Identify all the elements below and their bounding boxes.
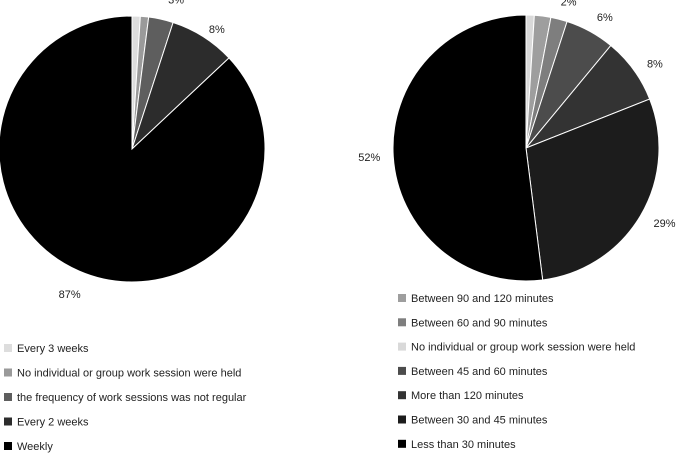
pie-chart-frequency: 1%1%3%8%87%: [0, 0, 266, 301]
data-label-between-45-and-60-minutes: 6%: [597, 12, 613, 24]
legend-item-no-individual-or-group-work-session-were-held: No individual or group work session were…: [398, 342, 635, 354]
legend-label: Between 45 and 60 minutes: [411, 366, 548, 378]
legend-label: Every 2 weeks: [17, 417, 89, 429]
data-label-more-than-120-minutes: 8%: [647, 59, 663, 71]
data-label-between-30-and-45-minutes: 29%: [653, 218, 675, 230]
pie-slice-weekly: [0, 15, 266, 283]
data-label-every-2-weeks: 8%: [209, 24, 225, 36]
legend-swatch: [398, 415, 406, 424]
legend-item-between-90-and-120-minutes: Between 90 and 120 minutes: [398, 293, 554, 305]
legend-item-the-frequency-of-work-sessions-was-not-regular: the frequency of work sessions was not r…: [4, 392, 247, 404]
legend-item-more-than-120-minutes: More than 120 minutes: [398, 390, 524, 402]
legend-swatch: [398, 318, 406, 327]
legend-label: Less than 30 minutes: [411, 439, 516, 451]
legend-item-weekly: Weekly: [4, 441, 53, 453]
legend-label: Between 30 and 45 minutes: [411, 415, 548, 427]
legend-item-no-individual-or-group-work-session-were-held: No individual or group work session were…: [4, 368, 241, 380]
legend-item-between-30-and-45-minutes: Between 30 and 45 minutes: [398, 415, 548, 427]
pie-slice-less-than-30-minutes: [392, 14, 544, 282]
legend-label: Between 60 and 90 minutes: [411, 317, 548, 329]
data-label-the-frequency-of-work-sessions-was-not-regular: 3%: [168, 0, 184, 7]
legend-label: No individual or group work session were…: [411, 342, 635, 354]
data-label-no-individual-or-group-work-session-were-held: 1%: [142, 0, 158, 1]
legend-frequency: Every 3 weeks No individual or group work…: [4, 343, 247, 453]
legend-duration: Between 90 and 120 minutes Between 60 and…: [398, 293, 635, 451]
legend-item-every-3-weeks: Every 3 weeks: [4, 343, 89, 355]
legend-label: Weekly: [17, 441, 53, 453]
legend-label: Every 3 weeks: [17, 343, 89, 355]
legend-item-less-than-30-minutes: Less than 30 minutes: [398, 439, 516, 451]
legend-swatch: [398, 391, 406, 400]
legend-item-between-60-and-90-minutes: Between 60 and 90 minutes: [398, 317, 548, 329]
data-label-less-than-30-minutes: 52%: [358, 152, 380, 164]
legend-swatch: [4, 368, 12, 377]
legend-item-every-2-weeks: Every 2 weeks: [4, 417, 89, 429]
legend-swatch: [4, 344, 12, 352]
data-label-between-90-and-120-minutes: 2%: [540, 0, 556, 3]
data-label-between-60-and-90-minutes: 2%: [561, 0, 577, 9]
legend-label: No individual or group work session were…: [17, 368, 241, 380]
legend-swatch: [4, 393, 12, 401]
legend-item-between-45-and-60-minutes: Between 45 and 60 minutes: [398, 366, 548, 378]
legend-swatch: [398, 342, 406, 351]
data-label-weekly: 87%: [59, 289, 81, 301]
legend-swatch: [398, 294, 406, 302]
legend-swatch: [4, 417, 12, 426]
legend-swatch: [398, 439, 406, 448]
legend-label: the frequency of work sessions was not r…: [17, 392, 247, 404]
pie-chart-duration: 1%2%2%6%8%29%52%: [358, 0, 676, 282]
pie-slice-between-30-and-45-minutes: [525, 98, 660, 281]
legend-label: Between 90 and 120 minutes: [411, 293, 554, 305]
legend-swatch: [4, 442, 12, 450]
legend-swatch: [398, 366, 406, 375]
legend-label: More than 120 minutes: [411, 390, 524, 402]
